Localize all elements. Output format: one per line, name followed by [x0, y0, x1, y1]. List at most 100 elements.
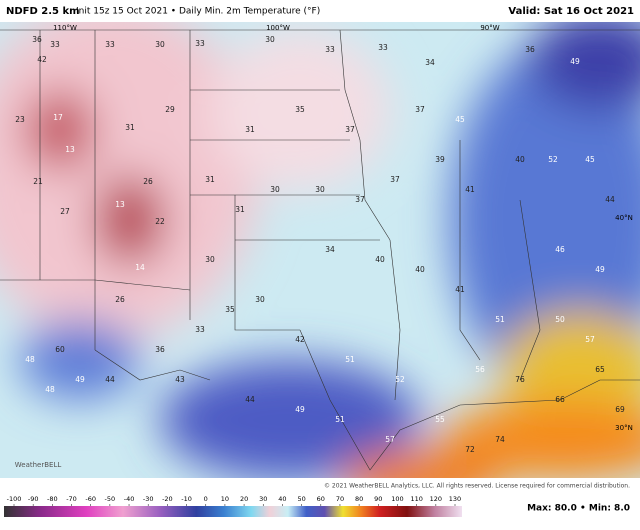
temperature: 37	[415, 105, 425, 114]
grid-label: 110°W	[53, 24, 77, 32]
temperature: 52	[395, 375, 405, 384]
temperature: 60	[55, 345, 65, 354]
temperature: 57	[385, 435, 395, 444]
temperature: 42	[295, 335, 305, 344]
valid-time: Valid: Sat 16 Oct 2021	[508, 6, 634, 17]
temperature: 48	[25, 355, 35, 364]
temperature: 44	[105, 375, 115, 384]
colorbar-tick-label: -90	[28, 495, 39, 503]
temperature: 76	[515, 375, 525, 384]
temperature: 29	[165, 105, 175, 114]
temperature: 44	[605, 195, 615, 204]
temperature: 55	[435, 415, 445, 424]
colorbar-tick-label: 10	[221, 495, 229, 503]
colorbar-tick-label: -70	[66, 495, 77, 503]
colorbar-tick-label: 120	[430, 495, 442, 503]
temperature: 36	[525, 45, 535, 54]
temperature: 69	[615, 405, 625, 414]
temperature: 51	[495, 315, 505, 324]
temperature: 49	[75, 375, 85, 384]
temperature: 48	[45, 385, 55, 394]
temperature: 35	[225, 305, 235, 314]
temperature: 46	[555, 245, 565, 254]
temperature: 40	[515, 155, 525, 164]
temperature: 33	[378, 43, 388, 52]
temperature: 33	[195, 39, 205, 48]
colorbar-tick-label: 30	[259, 495, 267, 503]
colorbar-tick-label: 80	[355, 495, 363, 503]
colorbar-tick-label: 40	[278, 495, 286, 503]
temperature: 49	[595, 265, 605, 274]
temperature: 27	[60, 207, 70, 216]
temperature: 17	[53, 113, 63, 122]
temperature: 31	[235, 205, 245, 214]
temperature: 74	[495, 435, 505, 444]
temperature: 33	[105, 40, 115, 49]
stats: Max: 80.0 • Min: 8.0	[527, 504, 630, 514]
colorbar-tick-label: 100	[391, 495, 403, 503]
temperature: 42	[37, 55, 47, 64]
borders	[0, 29, 640, 471]
temperature: 30	[265, 35, 275, 44]
temperature: 33	[195, 325, 205, 334]
temperature: 23	[15, 115, 25, 124]
temperature: 31	[125, 123, 135, 132]
temperature: 65	[595, 365, 605, 374]
temperature: 57	[585, 335, 595, 344]
temperature: 21	[33, 177, 43, 186]
temperature: 50	[555, 315, 565, 324]
temperature: 45	[585, 155, 595, 164]
colorbar-tick-label: -10	[181, 495, 192, 503]
colorbar-tick-label: 60	[317, 495, 325, 503]
grid-label: 30°N	[615, 424, 633, 432]
colorbar-tick-label: -40	[124, 495, 135, 503]
temperature: 34	[425, 58, 435, 67]
temperature: 41	[465, 185, 475, 194]
colorbar-tick-label: -30	[143, 495, 154, 503]
copyright: © 2021 WeatherBELL Analytics, LLC. All r…	[324, 483, 630, 490]
grid-label: 40°N	[615, 214, 633, 222]
colorbar-tick-label: 0	[204, 495, 208, 503]
temperature: 44	[245, 395, 255, 404]
temperature: 37	[355, 195, 365, 204]
temperature: 30	[155, 40, 165, 49]
temperature: 39	[435, 155, 445, 164]
grid-label: 90°W	[480, 24, 499, 32]
temperature: 31	[245, 125, 255, 134]
subtitle: Init 15z 15 Oct 2021 • Daily Min. 2m Tem…	[76, 7, 320, 17]
temperature: 40	[375, 255, 385, 264]
temperature: 49	[570, 57, 580, 66]
temperature: 31	[205, 175, 215, 184]
temperature: 22	[155, 217, 165, 226]
colorbar-tick-label: 70	[336, 495, 344, 503]
temperature: 37	[390, 175, 400, 184]
temperature: 30	[205, 255, 215, 264]
colorbar	[4, 506, 462, 517]
temperature: 30	[315, 185, 325, 194]
colorbar-tick-label: -80	[47, 495, 58, 503]
logo: WeatherBELL	[15, 461, 62, 469]
temperature: 45	[455, 115, 465, 124]
temperature: 33	[50, 40, 60, 49]
colorbar-tick-label: 90	[374, 495, 382, 503]
temperature: 26	[143, 177, 153, 186]
temperature: 40	[415, 265, 425, 274]
temperature: 41	[455, 285, 465, 294]
colorbar-tick-label: -60	[85, 495, 96, 503]
colorbar-tick-label: 130	[449, 495, 461, 503]
map-field	[0, 22, 640, 478]
temperature: 43	[175, 375, 185, 384]
temperature: 72	[465, 445, 475, 454]
temperature: 33	[325, 45, 335, 54]
grid-label: 100°W	[266, 24, 290, 32]
temperature: 30	[270, 185, 280, 194]
colorbar-tick-label: 50	[297, 495, 305, 503]
temperature: 36	[32, 35, 42, 44]
temperature: 35	[295, 105, 305, 114]
temperature: 56	[475, 365, 485, 374]
temperature: 36	[155, 345, 165, 354]
colorbar-tick-label: 110	[410, 495, 422, 503]
colorbar-tick-label: 20	[240, 495, 248, 503]
temperature: 52	[548, 155, 558, 164]
